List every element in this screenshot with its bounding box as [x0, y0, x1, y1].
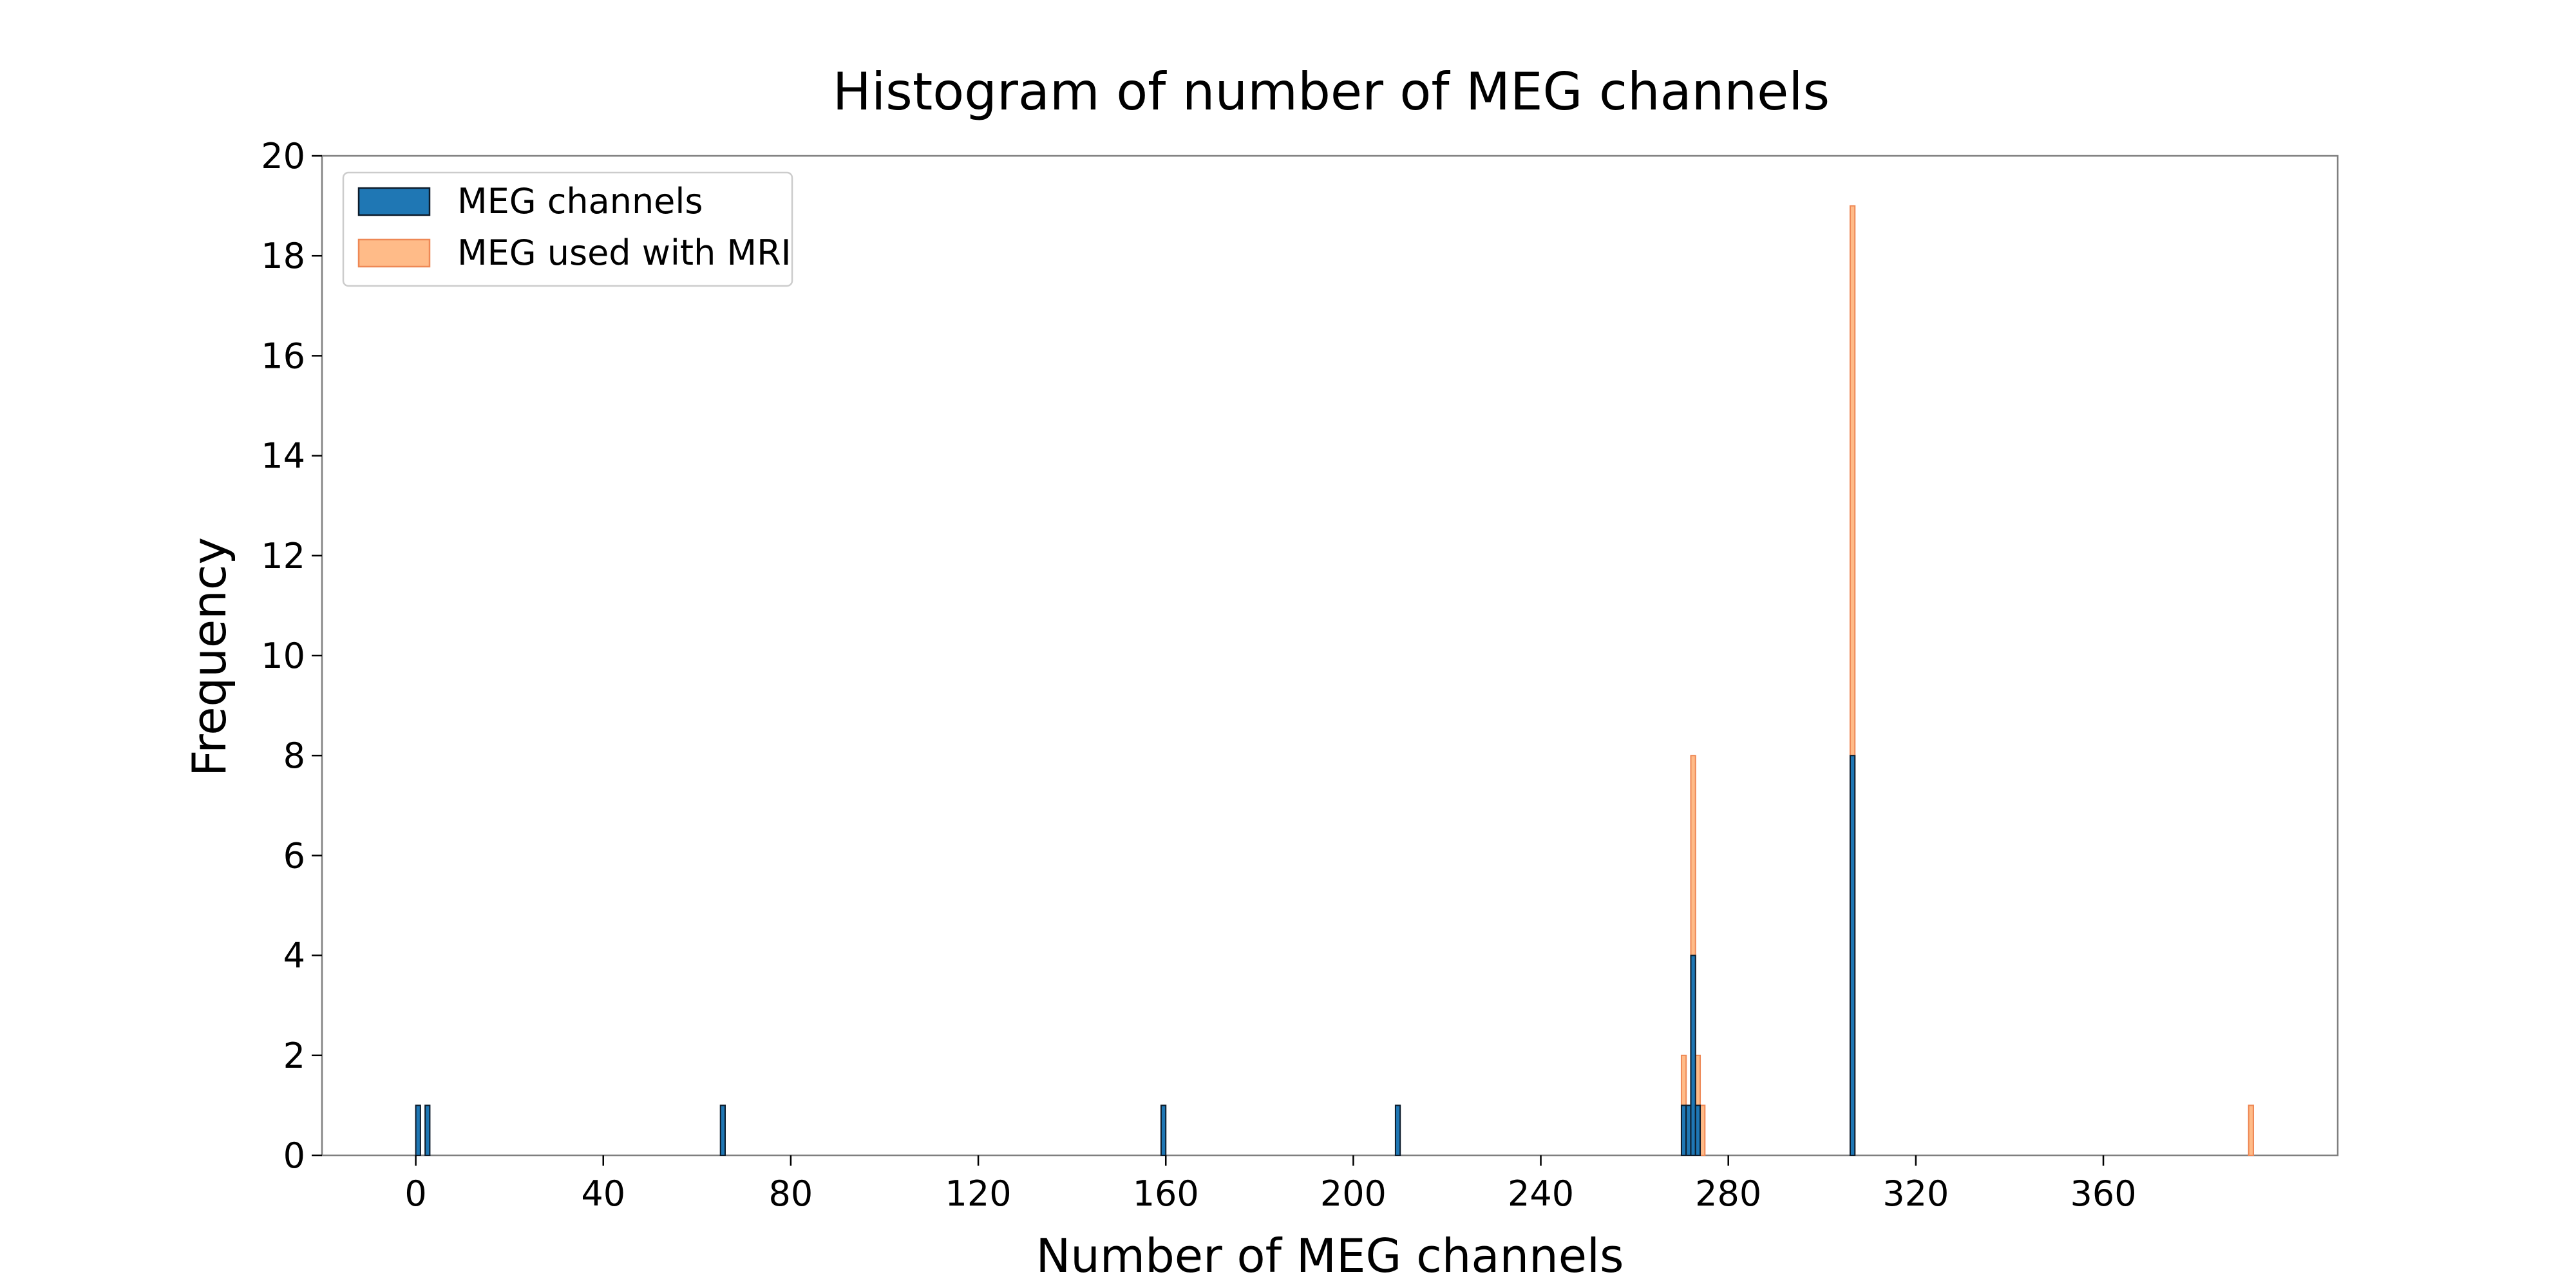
x-tick-label: 120 [945, 1173, 1012, 1214]
x-tick-label: 40 [581, 1173, 625, 1214]
series-meg-used-with-mri [1680, 205, 2254, 1157]
x-tick-label: 160 [1133, 1173, 1199, 1214]
y-tick-label: 2 [283, 1036, 305, 1076]
y-axis-label: Frequency [182, 537, 236, 777]
y-tick-label: 14 [261, 436, 305, 477]
y-tick-label: 4 [283, 936, 305, 976]
meg-channels-bar-272 [1690, 954, 1696, 1156]
x-tick-label: 280 [1695, 1173, 1761, 1214]
meg-channels-bar-2 [424, 1104, 431, 1157]
meg-channels-bar-273 [1694, 1104, 1701, 1157]
meg-channels-bar-270 [1680, 1104, 1687, 1157]
plot-frame [321, 155, 2339, 1157]
y-tick-label: 20 [261, 136, 305, 176]
y-tick-label: 12 [261, 536, 305, 576]
x-tick-label: 200 [1320, 1173, 1387, 1214]
legend-swatch-meg-used-with-mri [357, 238, 431, 268]
y-tick-label: 16 [261, 336, 305, 376]
y-tick-label: 8 [283, 735, 305, 776]
meg-channels-bar-0 [415, 1104, 421, 1157]
x-tick-label: 320 [1882, 1173, 1949, 1214]
x-tick-label: 80 [769, 1173, 813, 1214]
meg-channels-bar-271 [1685, 1104, 1692, 1157]
chart-title: Histogram of number of MEG channels [833, 62, 1830, 122]
x-tick-label: 360 [2070, 1173, 2137, 1214]
y-tick-label: 18 [261, 236, 305, 276]
y-tick-label: 6 [283, 835, 305, 876]
x-axis: 0 40 80 120 160 200 240 280 320 360 [404, 1155, 2137, 1214]
legend-swatch-meg-channels [357, 187, 431, 216]
x-axis-label: Number of MEG channels [1036, 1229, 1624, 1283]
y-tick-label: 10 [261, 636, 305, 676]
legend-label-meg-used-with-mri: MEG used with MRI [457, 232, 791, 273]
meg-channels-bar-65 [719, 1104, 726, 1157]
meg-channels-bar-306 [1849, 755, 1856, 1156]
x-tick-label: 0 [404, 1173, 426, 1214]
x-tick-label: 240 [1508, 1173, 1574, 1214]
legend: MEG channels MEG used with MRI [342, 171, 793, 287]
legend-label-meg-channels: MEG channels [457, 181, 703, 222]
meg-channels-bar-209 [1394, 1104, 1401, 1157]
plot-area [321, 155, 2339, 1157]
legend-box [342, 171, 793, 287]
meg-used-with-mri-bar-391 [2248, 1104, 2254, 1157]
meg-used-with-mri-bar-274 [1700, 1104, 1706, 1157]
series-meg-channels [415, 755, 1856, 1157]
y-tick-label: 0 [283, 1135, 305, 1176]
meg-channels-bar-159 [1160, 1104, 1167, 1157]
y-axis: 0 2 4 6 8 10 12 14 16 18 20 [261, 136, 322, 1176]
